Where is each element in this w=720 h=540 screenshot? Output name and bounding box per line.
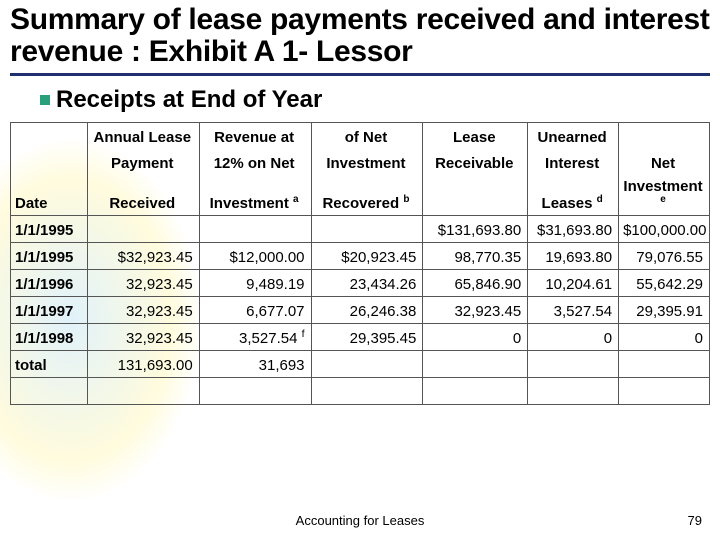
col-header: Interest <box>528 149 619 175</box>
cell <box>311 215 423 242</box>
table-row: 1/1/1996 32,923.45 9,489.19 23,434.26 65… <box>11 269 710 296</box>
footer-center: Accounting for Leases <box>296 513 425 528</box>
table-body: 1/1/1995 $131,693.80 $31,693.80 $100,000… <box>11 215 710 404</box>
cell: 32,923.45 <box>87 296 199 323</box>
subhead: Receipts at End of Year <box>10 86 710 114</box>
cell-date: 1/1/1995 <box>11 242 88 269</box>
cell: $131,693.80 <box>423 215 528 242</box>
lease-table: Annual Lease Revenue at of Net Lease Une… <box>10 122 710 405</box>
cell: $32,923.45 <box>87 242 199 269</box>
col-header <box>11 149 88 175</box>
cell: $31,693.80 <box>528 215 619 242</box>
table-row: 1/1/1997 32,923.45 6,677.07 26,246.38 32… <box>11 296 710 323</box>
page-number: 79 <box>688 513 702 528</box>
cell <box>619 350 710 377</box>
cell <box>199 215 311 242</box>
cell-date: 1/1/1996 <box>11 269 88 296</box>
subhead-text: Receipts at End of Year <box>56 86 322 114</box>
cell <box>423 350 528 377</box>
slide: Summary of lease payments received and i… <box>0 0 720 540</box>
col-header <box>11 122 88 149</box>
table-row-total: total 131,693.00 31,693 <box>11 350 710 377</box>
cell: 32,923.45 <box>87 323 199 350</box>
col-header: Annual Lease <box>87 122 199 149</box>
cell: 131,693.00 <box>87 350 199 377</box>
col-header: Unearned <box>528 122 619 149</box>
col-header: Revenue at <box>199 122 311 149</box>
col-header: Received <box>87 175 199 216</box>
table-row: 1/1/1998 32,923.45 3,527.54 f 29,395.45 … <box>11 323 710 350</box>
col-header <box>423 175 528 216</box>
bullet-icon <box>40 95 50 105</box>
cell: 98,770.35 <box>423 242 528 269</box>
col-header: Payment <box>87 149 199 175</box>
cell: 65,846.90 <box>423 269 528 296</box>
col-header: 12% on Net <box>199 149 311 175</box>
cell: 9,489.19 <box>199 269 311 296</box>
cell: 29,395.91 <box>619 296 710 323</box>
col-header: Net <box>619 149 710 175</box>
cell: 3,527.54 <box>528 296 619 323</box>
footer: Accounting for Leases 79 <box>0 513 720 528</box>
col-header <box>619 122 710 149</box>
col-header: Leases d <box>528 175 619 216</box>
cell: 0 <box>423 323 528 350</box>
table-row: 1/1/1995 $131,693.80 $31,693.80 $100,000… <box>11 215 710 242</box>
cell <box>528 350 619 377</box>
cell-date: 1/1/1995 <box>11 215 88 242</box>
cell: 0 <box>619 323 710 350</box>
col-header: Lease <box>423 122 528 149</box>
table-row-blank <box>11 377 710 404</box>
lease-table-wrap: Annual Lease Revenue at of Net Lease Une… <box>10 122 710 405</box>
title-underline <box>10 73 710 76</box>
cell: $20,923.45 <box>311 242 423 269</box>
cell: $100,000.00 <box>619 215 710 242</box>
col-header: Investment <box>311 149 423 175</box>
cell: 55,642.29 <box>619 269 710 296</box>
cell-date: 1/1/1998 <box>11 323 88 350</box>
cell: 6,677.07 <box>199 296 311 323</box>
cell: 79,076.55 <box>619 242 710 269</box>
cell: 3,527.54 f <box>199 323 311 350</box>
col-header: Investment e <box>619 175 710 216</box>
col-header-date: Date <box>11 175 88 216</box>
slide-title: Summary of lease payments received and i… <box>10 4 710 69</box>
cell-date: total <box>11 350 88 377</box>
cell: $12,000.00 <box>199 242 311 269</box>
cell-date: 1/1/1997 <box>11 296 88 323</box>
cell: 32,923.45 <box>87 269 199 296</box>
col-header: Recovered b <box>311 175 423 216</box>
cell: 29,395.45 <box>311 323 423 350</box>
cell: 19,693.80 <box>528 242 619 269</box>
cell: 10,204.61 <box>528 269 619 296</box>
cell: 26,246.38 <box>311 296 423 323</box>
cell: 31,693 <box>199 350 311 377</box>
col-header: Receivable <box>423 149 528 175</box>
cell: 32,923.45 <box>423 296 528 323</box>
cell <box>87 215 199 242</box>
col-header: of Net <box>311 122 423 149</box>
table-row: 1/1/1995 $32,923.45 $12,000.00 $20,923.4… <box>11 242 710 269</box>
cell: 23,434.26 <box>311 269 423 296</box>
cell <box>311 350 423 377</box>
cell: 0 <box>528 323 619 350</box>
col-header: Investment a <box>199 175 311 216</box>
